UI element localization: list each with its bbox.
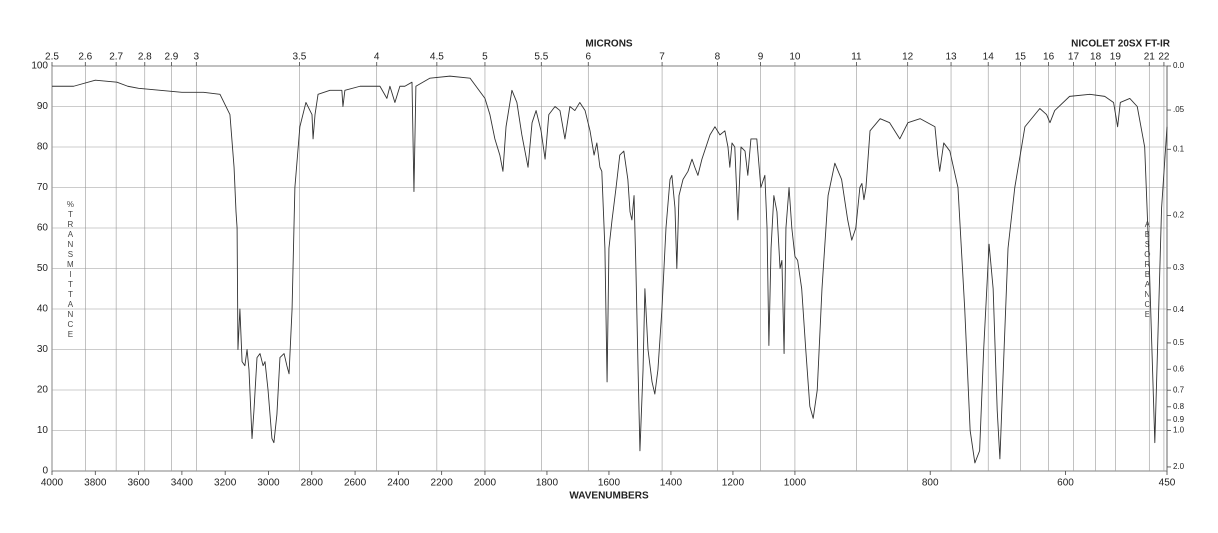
x-tick-label: 2600: [344, 478, 367, 489]
x-tick-label: 1600: [598, 478, 621, 489]
x-tick-label: 2000: [474, 478, 497, 489]
chart-subtitle: NICOLET 20SX FT-IR: [1071, 39, 1171, 50]
y-tick-label: 70: [37, 182, 49, 193]
x-tick-label: 450: [1159, 478, 1176, 489]
micron-tick-label: 13: [945, 52, 957, 63]
y2-tick-label: 0.6: [1173, 364, 1185, 373]
micron-tick-label: 6: [585, 52, 591, 63]
y2-tick-label: 1.0: [1173, 426, 1185, 435]
y2-tick-label: 0.8: [1173, 402, 1185, 411]
x-tick-label: 3200: [214, 478, 237, 489]
y-tick-label: 10: [37, 425, 49, 436]
y2-tick-label: 0.0: [1173, 61, 1185, 70]
micron-tick-label: 21: [1144, 52, 1156, 63]
y-tick-label: 60: [37, 223, 49, 234]
y2-axis-label: ABSORBANCE: [1143, 220, 1152, 320]
x-tick-label: 1400: [660, 478, 683, 489]
y2-tick-label: 2.0: [1173, 462, 1185, 471]
y-tick-label: 90: [37, 101, 49, 112]
x-axis-label: WAVENUMBERS: [569, 491, 649, 502]
x-tick-label: 3000: [257, 478, 280, 489]
x-tick-label: 800: [922, 478, 939, 489]
x-tick-label: 2800: [301, 478, 324, 489]
micron-tick-label: 3: [194, 52, 200, 63]
micron-tick-label: 2.6: [78, 52, 92, 63]
x-tick-label: 3600: [127, 478, 150, 489]
micron-tick-label: 5: [482, 52, 488, 63]
x-tick-label: 1200: [722, 478, 745, 489]
micron-tick-label: 11: [851, 52, 862, 63]
micron-tick-label: 5.5: [534, 52, 548, 63]
y2-tick-label: 0.9: [1173, 415, 1185, 424]
micron-tick-label: 2.8: [138, 52, 152, 63]
y-tick-label: 30: [37, 344, 49, 355]
micron-tick-label: 4: [374, 52, 380, 63]
y2-tick-label: 0.7: [1173, 385, 1185, 394]
y-tick-label: 0: [42, 466, 48, 477]
y-tick-label: 100: [31, 61, 48, 72]
micron-tick-label: 12: [902, 52, 914, 63]
micron-tick-label: 22: [1158, 52, 1170, 63]
micron-tick-label: 17: [1068, 52, 1080, 63]
x-tick-label: 3800: [84, 478, 107, 489]
x-tick-label: 4000: [41, 478, 64, 489]
y2-tick-label: .05: [1173, 105, 1185, 114]
x-tick-label: 2200: [431, 478, 454, 489]
micron-tick-label: 10: [789, 52, 801, 63]
micron-tick-label: 19: [1110, 52, 1122, 63]
micron-tick-label: 2.7: [109, 52, 123, 63]
x-tick-label: 3400: [171, 478, 194, 489]
y2-tick-label: 0.2: [1173, 211, 1185, 220]
micron-tick-label: 4.5: [430, 52, 444, 63]
micron-tick-label: 2.9: [164, 52, 178, 63]
micron-tick-label: 18: [1090, 52, 1102, 63]
micron-tick-label: 16: [1043, 52, 1055, 63]
y2-tick-label: 0.3: [1173, 263, 1185, 272]
y2-tick-label: 0.4: [1173, 305, 1185, 314]
chart-title: MICRONS: [585, 39, 633, 50]
y-tick-label: 80: [37, 142, 49, 153]
x-tick-label: 1800: [536, 478, 559, 489]
spectrum-line: [52, 75, 1168, 464]
micron-tick-label: 15: [1015, 52, 1027, 63]
micron-tick-label: 9: [758, 52, 764, 63]
micron-tick-label: 7: [659, 52, 665, 63]
x-tick-label: 2400: [387, 478, 410, 489]
y-tick-label: 50: [37, 263, 49, 274]
y2-tick-label: 0.5: [1173, 338, 1185, 347]
y-tick-label: 20: [37, 385, 49, 396]
x-tick-label: 600: [1057, 478, 1074, 489]
micron-tick-label: 8: [715, 52, 721, 63]
micron-tick-label: 2.5: [45, 52, 59, 63]
y-axis-label: %TRANSMITTANCE: [66, 200, 75, 340]
y-tick-label: 40: [37, 304, 49, 315]
micron-tick-label: 14: [983, 52, 995, 63]
y2-tick-label: 0.1: [1173, 144, 1185, 153]
x-tick-label: 1000: [784, 478, 807, 489]
micron-tick-label: 3.5: [292, 52, 306, 63]
